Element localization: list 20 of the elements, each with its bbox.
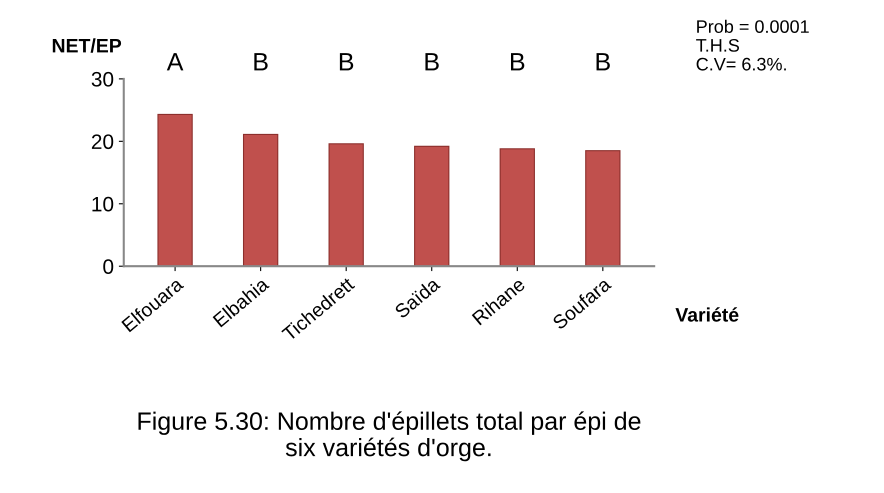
x-axis-title: Variété <box>675 307 738 322</box>
text: B <box>596 53 610 70</box>
text: B <box>425 53 439 70</box>
bar <box>328 143 364 266</box>
bar <box>585 150 620 266</box>
bar <box>414 146 450 266</box>
y-axis-title: NET/EP <box>52 38 122 53</box>
text: A <box>166 53 184 70</box>
caption: Figure 5.30: Nombre d'épillets total par épi de six variétés d'orge. <box>138 411 640 462</box>
text: B <box>340 53 354 70</box>
text: Prob = 0.0001 T.H.S C.V= 6.3%. <box>696 20 809 71</box>
y-tick-label: 30 <box>92 72 114 87</box>
y-tick-label: 10 <box>92 196 114 212</box>
text: B <box>254 53 268 70</box>
bar <box>500 148 535 266</box>
y-tick-label: 0 <box>103 259 114 274</box>
text: B <box>510 53 524 70</box>
bar <box>242 134 278 266</box>
bar <box>157 114 193 266</box>
y-tick-label: 20 <box>92 134 114 150</box>
